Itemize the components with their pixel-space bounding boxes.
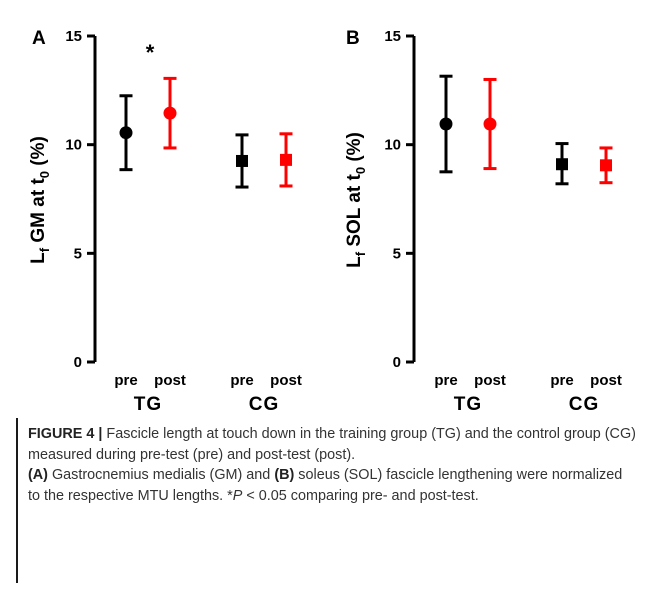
data-point <box>556 158 568 171</box>
x-condition-label: pre <box>114 372 137 389</box>
caption-panel-a-label: (A) <box>28 467 48 483</box>
caption-panel-b-label: (B) <box>274 467 295 483</box>
y-tick-label: 15 <box>65 28 82 45</box>
caption-panel-a-text: Gastrocnemius medialis (GM) and <box>47 467 275 483</box>
y-axis-title-mid: GM at t <box>28 178 49 248</box>
data-point <box>439 117 453 131</box>
data-point <box>600 159 612 172</box>
data-point <box>280 153 292 166</box>
plot-area: 0 5 10 15 <box>65 28 293 371</box>
y-axis-title-end: (%) <box>344 132 365 167</box>
y-axis-title-main: L <box>344 256 365 268</box>
y-tick-label: 10 <box>384 137 401 154</box>
x-group-label: CG <box>249 394 280 415</box>
y-axis-title: Lf SOL at t0 (%) <box>344 132 368 268</box>
y-axis-title-main: L <box>28 252 49 264</box>
figure-caption: FIGURE 4 | Fascicle length at touch down… <box>16 418 636 583</box>
y-axis-title-end: (%) <box>28 136 49 171</box>
x-condition-label: pre <box>550 372 573 389</box>
y-axis-title-sub: f <box>37 247 52 252</box>
caption-line: Fascicle length at touch down in the tra… <box>28 426 636 463</box>
data-point <box>483 117 497 131</box>
y-axis-title-sub2: 0 <box>37 171 52 178</box>
x-condition-label: post <box>590 372 622 389</box>
caption-text: FIGURE 4 | Fascicle length at touch down… <box>28 418 636 506</box>
y-tick-label: 10 <box>65 137 82 154</box>
caption-p-symbol: P <box>232 487 243 504</box>
x-condition-label: post <box>154 372 186 389</box>
y-axis-title-sub2: 0 <box>353 167 368 174</box>
y-tick-label: 15 <box>384 28 401 45</box>
data-point <box>163 106 177 120</box>
x-condition-label: post <box>474 372 506 389</box>
x-group-label: TG <box>454 394 482 415</box>
y-tick-label: 0 <box>74 354 82 371</box>
x-group-label: CG <box>569 394 600 415</box>
caption-figure-label: FIGURE 4 | <box>28 426 103 442</box>
x-condition-label: pre <box>434 372 457 389</box>
x-condition-label: pre <box>230 372 253 389</box>
y-axis-title-sub: f <box>353 251 368 256</box>
data-point <box>119 126 133 140</box>
svg-text:Lf GM at t0 (%): Lf GM at t0 (%) <box>28 136 52 264</box>
significance-marker: * <box>146 40 155 65</box>
x-condition-label: post <box>270 372 302 389</box>
y-tick-label: 0 <box>393 354 401 371</box>
panel-letter: B <box>346 28 360 49</box>
y-axis-title: Lf GM at t0 (%) <box>28 136 52 264</box>
data-point <box>236 154 248 167</box>
caption-p-text: < 0.05 comparing pre- and post-test. <box>242 487 479 504</box>
svg-text:Lf SOL at t0 (%): Lf SOL at t0 (%) <box>344 132 368 268</box>
y-tick-label: 5 <box>74 245 82 262</box>
plot-area: 0 5 10 15 <box>384 28 613 371</box>
x-group-label: TG <box>134 394 162 415</box>
y-tick-label: 5 <box>393 245 401 262</box>
panel-letter: A <box>32 28 46 49</box>
caption-panel-b-text: soleus (SOL) fascicle lengthening were n… <box>28 467 623 504</box>
y-axis-title-mid: SOL at t <box>344 174 365 252</box>
